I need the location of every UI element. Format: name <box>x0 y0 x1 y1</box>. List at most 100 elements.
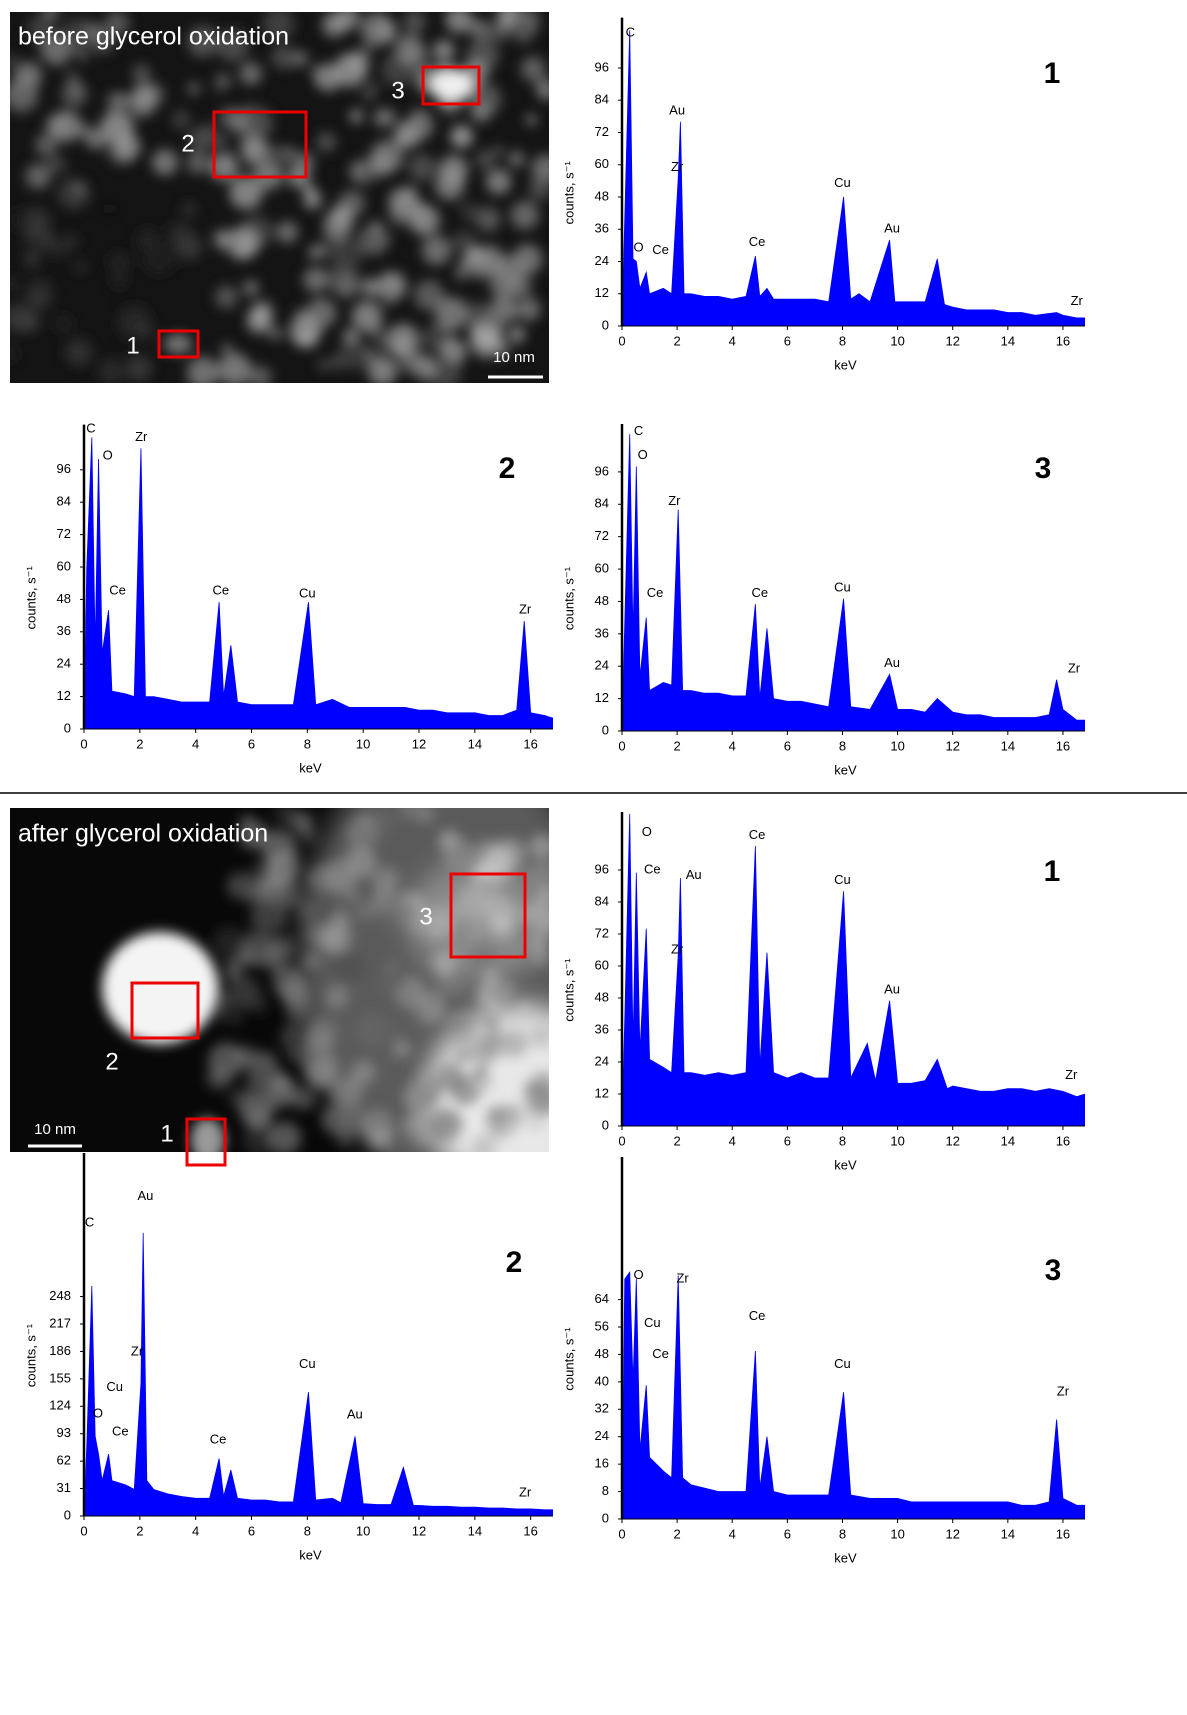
texture <box>470 102 492 123</box>
x-tick-label: 16 <box>523 736 537 751</box>
peak-label: Zr <box>131 1344 144 1359</box>
y-axis-label: counts, s⁻¹ <box>561 566 576 630</box>
x-tick-label: 14 <box>1001 333 1015 348</box>
x-axis-label: keV <box>834 1157 857 1172</box>
peak-label: Ce <box>751 585 768 600</box>
x-tick-label: 14 <box>1001 738 1015 753</box>
texture <box>186 356 220 383</box>
peak-label: Cu <box>299 585 316 600</box>
x-tick-label: 16 <box>1056 738 1070 753</box>
peak-label: O <box>103 448 113 463</box>
peak-label: Zr <box>668 493 681 508</box>
peak-label: Cu <box>299 1356 316 1371</box>
texture <box>227 123 238 134</box>
texture <box>239 62 263 85</box>
texture <box>267 850 301 884</box>
texture <box>117 305 152 340</box>
spectrum <box>622 814 1085 1126</box>
texture <box>485 169 512 195</box>
y-tick-label: 248 <box>49 1288 71 1303</box>
x-tick-label: 8 <box>304 1523 311 1538</box>
y-tick-label: 60 <box>595 560 609 575</box>
y-tick-label: 217 <box>49 1315 71 1330</box>
x-axis-label: keV <box>834 1550 857 1565</box>
x-tick-label: 4 <box>729 333 736 348</box>
texture <box>292 50 309 67</box>
texture <box>187 25 219 57</box>
texture <box>337 338 370 370</box>
texture <box>218 352 252 383</box>
x-tick-label: 14 <box>1001 1133 1015 1148</box>
x-tick-label: 10 <box>890 333 904 348</box>
y-tick-label: 0 <box>602 722 609 737</box>
texture <box>321 1105 351 1135</box>
x-tick-label: 10 <box>890 738 904 753</box>
texture <box>40 231 54 245</box>
texture <box>213 994 230 1011</box>
texture <box>77 49 89 61</box>
texture <box>316 132 337 152</box>
x-tick-label: 10 <box>356 736 370 751</box>
texture <box>43 12 59 21</box>
texture <box>343 328 359 343</box>
y-tick-label: 32 <box>595 1401 609 1416</box>
texture <box>507 12 539 42</box>
peak-label: Au <box>669 102 685 117</box>
x-tick-label: 16 <box>1056 1133 1070 1148</box>
texture <box>367 356 398 383</box>
texture <box>436 969 464 998</box>
peak-label: Au <box>137 1188 153 1203</box>
y-tick-label: 0 <box>64 1507 71 1522</box>
y-tick-label: 60 <box>595 156 609 171</box>
texture <box>248 365 272 383</box>
y-tick-label: 31 <box>57 1480 71 1495</box>
texture <box>382 277 395 291</box>
x-tick-label: 4 <box>729 1133 736 1148</box>
peak-label: Cu <box>834 872 851 887</box>
texture <box>320 921 353 953</box>
y-tick-label: 16 <box>595 1456 609 1471</box>
y-tick-label: 48 <box>595 989 609 1004</box>
y-tick-label: 48 <box>595 1346 609 1361</box>
y-tick-label: 96 <box>595 59 609 74</box>
texture <box>489 268 520 299</box>
texture <box>415 947 430 963</box>
region-label: 3 <box>419 903 432 930</box>
texture <box>10 346 18 362</box>
y-tick-label: 72 <box>595 528 609 543</box>
texture <box>454 1046 472 1064</box>
texture <box>421 235 452 266</box>
y-tick-label: 40 <box>595 1373 609 1388</box>
x-tick-label: 8 <box>839 333 846 348</box>
y-axis-label: counts, s⁻¹ <box>561 161 576 225</box>
texture <box>250 996 268 1014</box>
y-tick-label: 84 <box>57 494 71 509</box>
region-label: 1 <box>160 1120 173 1147</box>
texture <box>373 1011 403 1042</box>
y-tick-label: 96 <box>595 861 609 876</box>
peak-label: O <box>633 239 643 254</box>
spectrum <box>622 434 1085 731</box>
texture <box>379 108 397 126</box>
panel-label: 3 <box>1045 1254 1062 1287</box>
texture <box>477 209 498 230</box>
panel-label: 1 <box>1044 855 1061 888</box>
texture <box>10 78 38 113</box>
peak-label: Cu <box>834 175 851 190</box>
texture <box>529 834 549 860</box>
texture <box>508 151 525 168</box>
texture <box>436 1062 466 1092</box>
texture <box>393 1040 411 1058</box>
peak-label: Ce <box>647 585 664 600</box>
x-tick-label: 12 <box>945 1133 959 1148</box>
texture <box>289 315 322 348</box>
texture <box>257 947 274 964</box>
texture <box>525 114 537 126</box>
texture <box>108 251 130 273</box>
y-tick-label: 0 <box>602 317 609 332</box>
texture <box>441 838 475 872</box>
texture <box>240 931 277 967</box>
x-tick-label: 14 <box>468 736 482 751</box>
